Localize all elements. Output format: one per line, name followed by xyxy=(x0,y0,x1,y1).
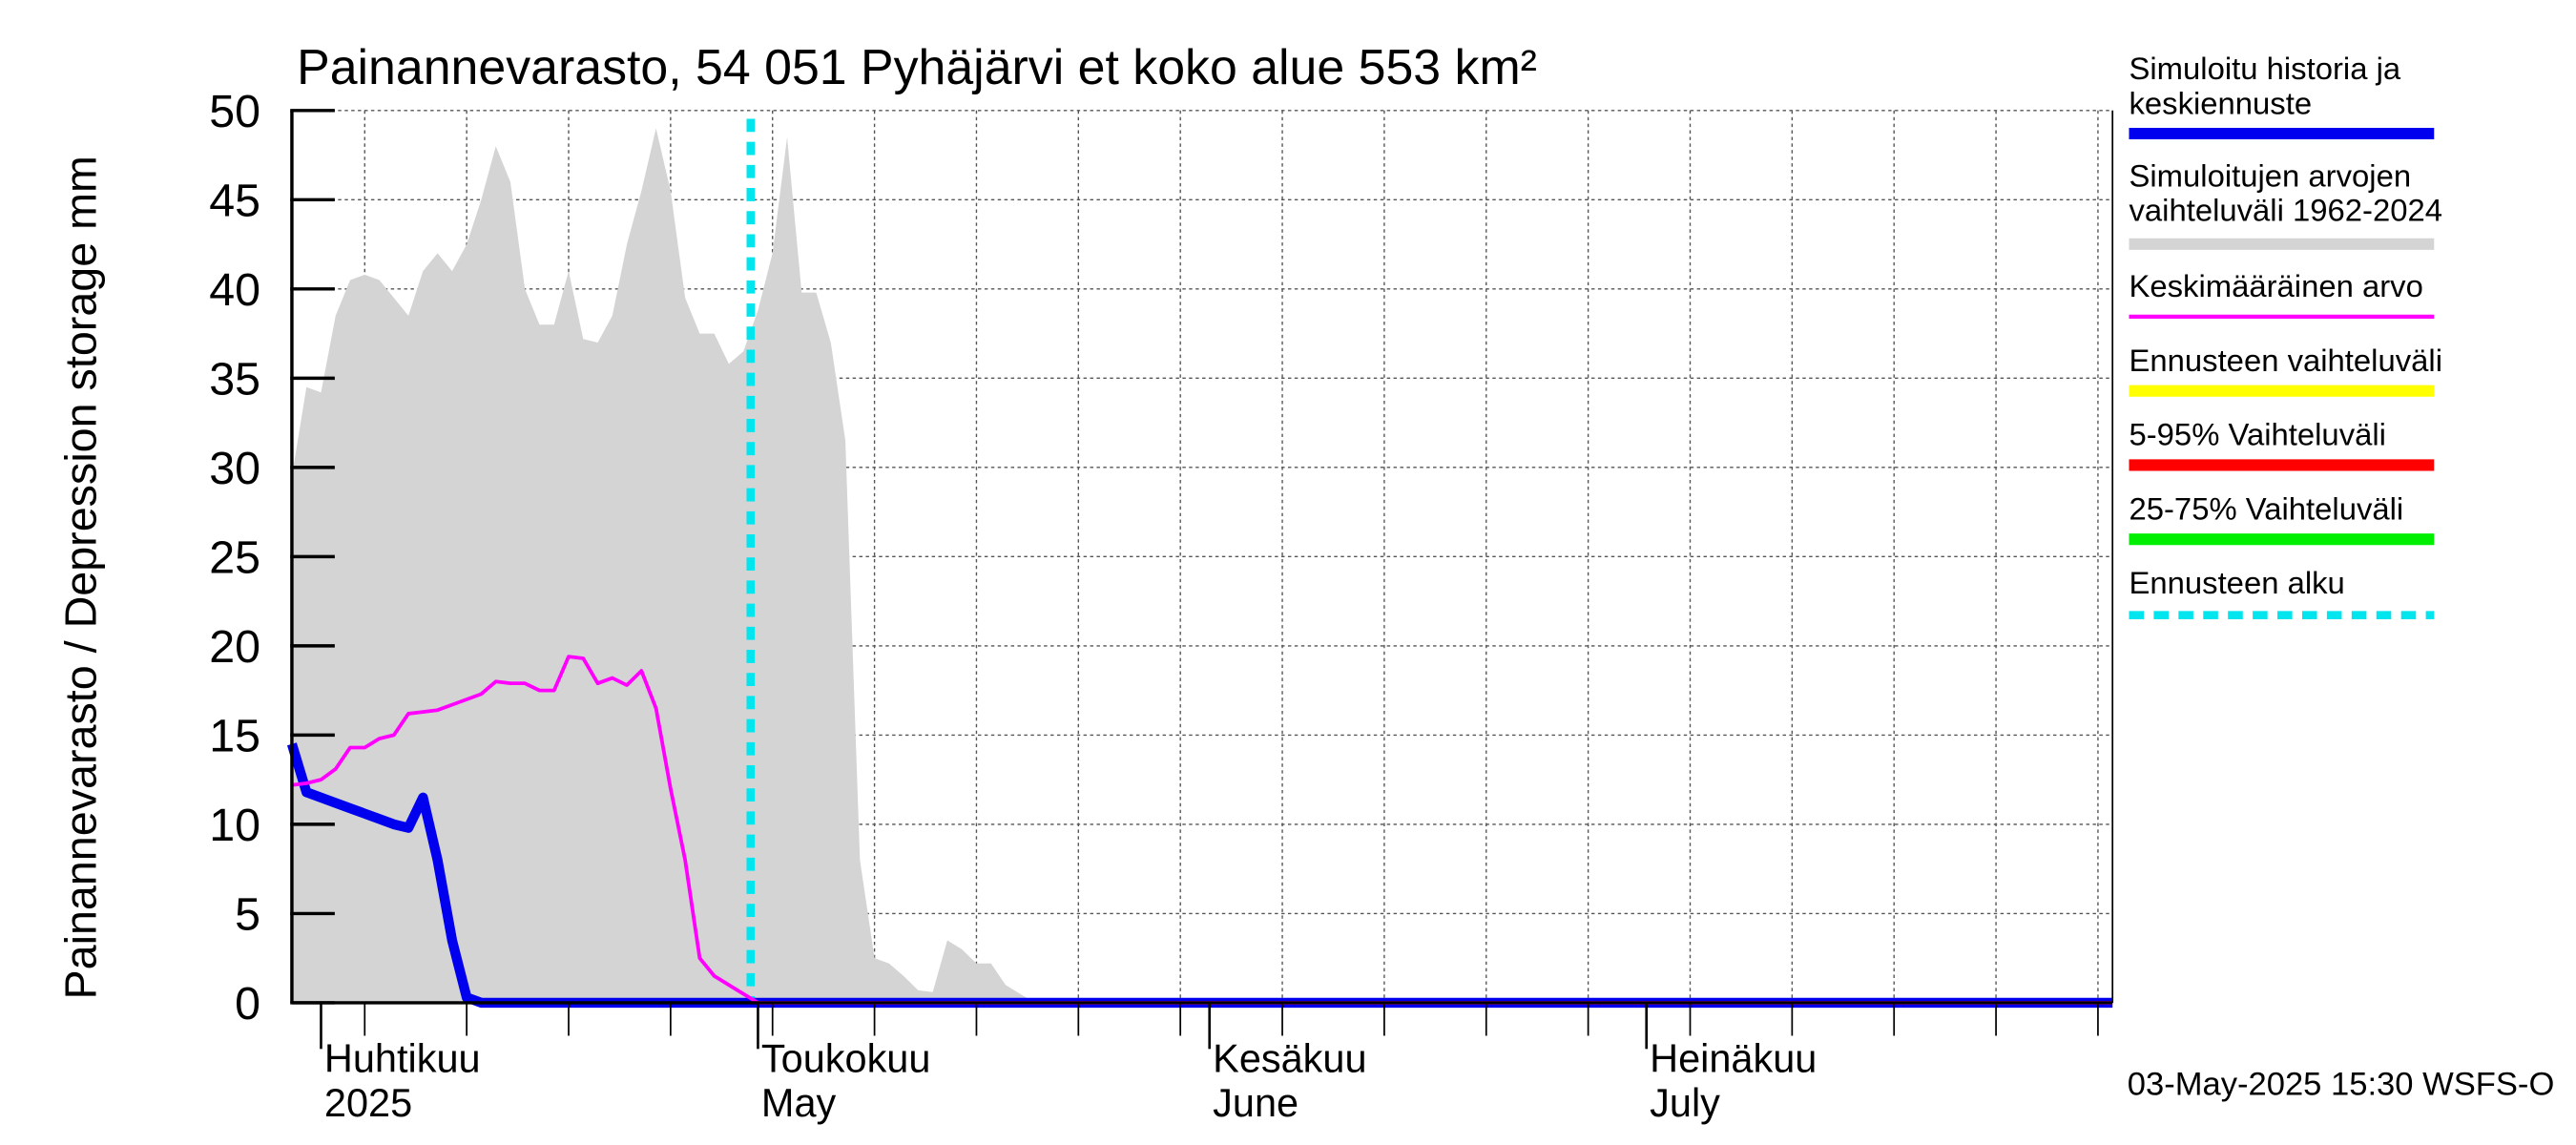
legend-label: Simuloitu historia ja keskiennuste xyxy=(2129,51,2400,120)
legend-label: Keskimääräinen arvo xyxy=(2129,268,2422,303)
axes: 05101520253035404550Huhtikuu2025Toukokuu… xyxy=(209,86,2114,1125)
x-month-label-fi: Kesäkuu xyxy=(1213,1036,1366,1081)
legend-label: Ennusteen alku xyxy=(2129,565,2344,600)
y-tick-label: 45 xyxy=(209,176,260,227)
plot-series xyxy=(286,118,2113,1009)
chart-title: Painannevarasto, 54 051 Pyhäjärvi et kok… xyxy=(297,39,1537,94)
mean-value-line xyxy=(291,655,2113,1005)
timestamp-footer: 03-May-2025 15:30 WSFS-O xyxy=(2128,1067,2555,1103)
y-tick-label: 30 xyxy=(209,443,260,494)
x-month-label-fi: Huhtikuu xyxy=(324,1036,481,1081)
legend: Simuloitu historia ja keskiennuste Simuloi… xyxy=(2129,51,2442,620)
x-month-label-en: May xyxy=(761,1080,837,1125)
x-month-label-en: July xyxy=(1650,1080,1720,1125)
y-tick-label: 5 xyxy=(235,889,260,941)
y-tick-label: 40 xyxy=(209,264,260,316)
legend-label: Simuloitujen arvojen vaihteluväli 1962-20… xyxy=(2129,157,2442,227)
legend-label: 5-95% Vaihteluväli xyxy=(2129,417,2385,452)
x-month-label-en: 2025 xyxy=(324,1080,412,1125)
y-tick-label: 50 xyxy=(209,86,260,137)
x-month-label-en: June xyxy=(1213,1080,1298,1125)
y-axis-label: Painannevarasto / Depression storage mm xyxy=(55,156,105,999)
legend-label: Ennusteen vaihteluväli xyxy=(2129,343,2442,378)
y-tick-label: 25 xyxy=(209,532,260,584)
y-tick-label: 15 xyxy=(209,711,260,762)
y-tick-label: 0 xyxy=(235,978,260,1030)
y-tick-label: 10 xyxy=(209,800,260,851)
y-tick-label: 20 xyxy=(209,621,260,673)
legend-label: 25-75% Vaihteluväli xyxy=(2129,490,2403,526)
x-month-label-fi: Heinäkuu xyxy=(1650,1036,1817,1081)
x-month-label-fi: Toukokuu xyxy=(761,1036,931,1081)
range-area xyxy=(291,128,2113,1003)
y-tick-label: 35 xyxy=(209,354,260,406)
